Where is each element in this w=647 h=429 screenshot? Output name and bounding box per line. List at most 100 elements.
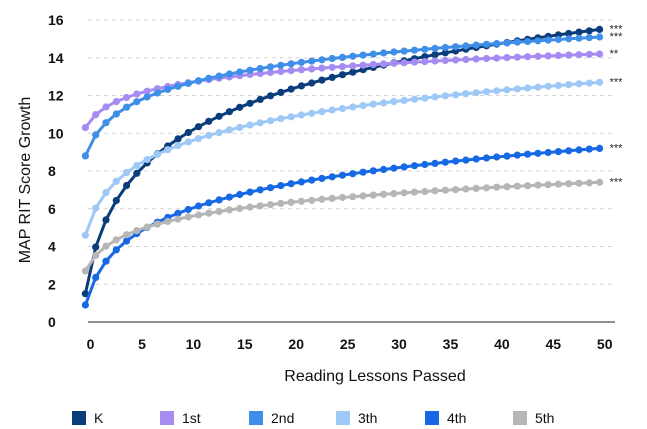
data-point [349, 68, 357, 76]
data-point [585, 27, 593, 35]
data-point [431, 44, 439, 53]
data-point [554, 81, 563, 90]
data-point [421, 187, 429, 196]
x-tick-label: 25 [340, 336, 356, 352]
data-point [493, 183, 501, 191]
data-point [277, 67, 285, 76]
legend-swatch [72, 411, 86, 425]
data-point [184, 213, 192, 221]
data-point [266, 92, 275, 100]
data-point [369, 191, 377, 199]
data-point [133, 161, 141, 170]
data-point [92, 131, 100, 139]
data-point [174, 215, 182, 223]
data-point [256, 95, 264, 103]
data-point [102, 242, 110, 250]
data-point [338, 104, 347, 113]
data-point [513, 151, 521, 159]
data-point [410, 188, 419, 196]
data-point [287, 113, 295, 121]
legend-label: 3th [358, 410, 377, 426]
data-point [194, 135, 203, 143]
data-point [287, 60, 295, 68]
data-point [308, 109, 316, 117]
y-tick-label: 16 [48, 12, 64, 28]
data-point [524, 182, 532, 190]
data-point [277, 88, 285, 96]
legend-item: 3th [336, 410, 377, 426]
legend-label: 5th [535, 410, 554, 426]
data-point [318, 195, 326, 203]
data-point [133, 90, 141, 98]
data-point [246, 99, 254, 107]
data-point [503, 86, 511, 94]
data-point [431, 51, 439, 59]
data-point [174, 142, 182, 150]
data-point [112, 177, 120, 185]
data-point [277, 61, 285, 69]
y-tick-label: 0 [48, 314, 56, 330]
data-point [596, 144, 604, 152]
data-point [441, 56, 449, 65]
data-point [318, 56, 326, 64]
data-point [441, 186, 449, 194]
data-point [452, 56, 460, 64]
data-point [133, 227, 141, 235]
data-point [328, 194, 336, 202]
data-point [585, 179, 593, 187]
data-point [400, 189, 408, 197]
data-point [143, 155, 151, 164]
data-point [92, 243, 100, 251]
x-tick-label: 20 [288, 336, 304, 352]
data-point [503, 152, 511, 160]
data-point [215, 129, 223, 137]
data-point [112, 98, 120, 106]
data-point [554, 148, 563, 156]
data-point [143, 223, 151, 231]
data-point [400, 163, 408, 171]
data-point [575, 51, 583, 59]
data-point [380, 165, 388, 174]
data-point [256, 69, 264, 78]
data-point [297, 197, 305, 205]
data-point [462, 42, 470, 50]
data-point [390, 164, 398, 172]
y-tick-label: 14 [48, 50, 64, 66]
legend-label: 4th [447, 410, 466, 426]
data-point [390, 48, 398, 56]
data-point [565, 29, 573, 38]
data-point [452, 43, 460, 51]
data-point [349, 62, 357, 70]
data-point [482, 154, 491, 162]
data-point [328, 73, 336, 81]
data-point [380, 190, 388, 198]
data-point [81, 124, 89, 132]
data-point [431, 159, 439, 167]
data-point [482, 184, 491, 192]
data-point [338, 193, 347, 202]
data-point [133, 169, 141, 177]
legend-swatch [249, 411, 263, 425]
data-point [338, 171, 347, 179]
data-point [266, 201, 275, 209]
y-axis-label: MAP RIT Score Growth [17, 97, 34, 264]
y-tick-label: 4 [48, 239, 56, 255]
x-tick-label: 40 [494, 336, 510, 352]
significance-label: *** [610, 76, 624, 88]
data-point [493, 54, 501, 62]
data-point [153, 150, 161, 158]
data-point [534, 149, 542, 157]
data-point [246, 203, 254, 211]
data-point [194, 202, 203, 210]
data-point [246, 188, 254, 196]
legend-item: 1st [160, 410, 201, 426]
data-point [431, 187, 439, 195]
data-point [328, 54, 336, 63]
data-point [410, 162, 419, 170]
data-point [256, 64, 264, 73]
data-point [318, 64, 326, 72]
data-point [164, 217, 172, 226]
legend-item: K [72, 410, 104, 426]
x-tick-label: 15 [237, 336, 253, 352]
